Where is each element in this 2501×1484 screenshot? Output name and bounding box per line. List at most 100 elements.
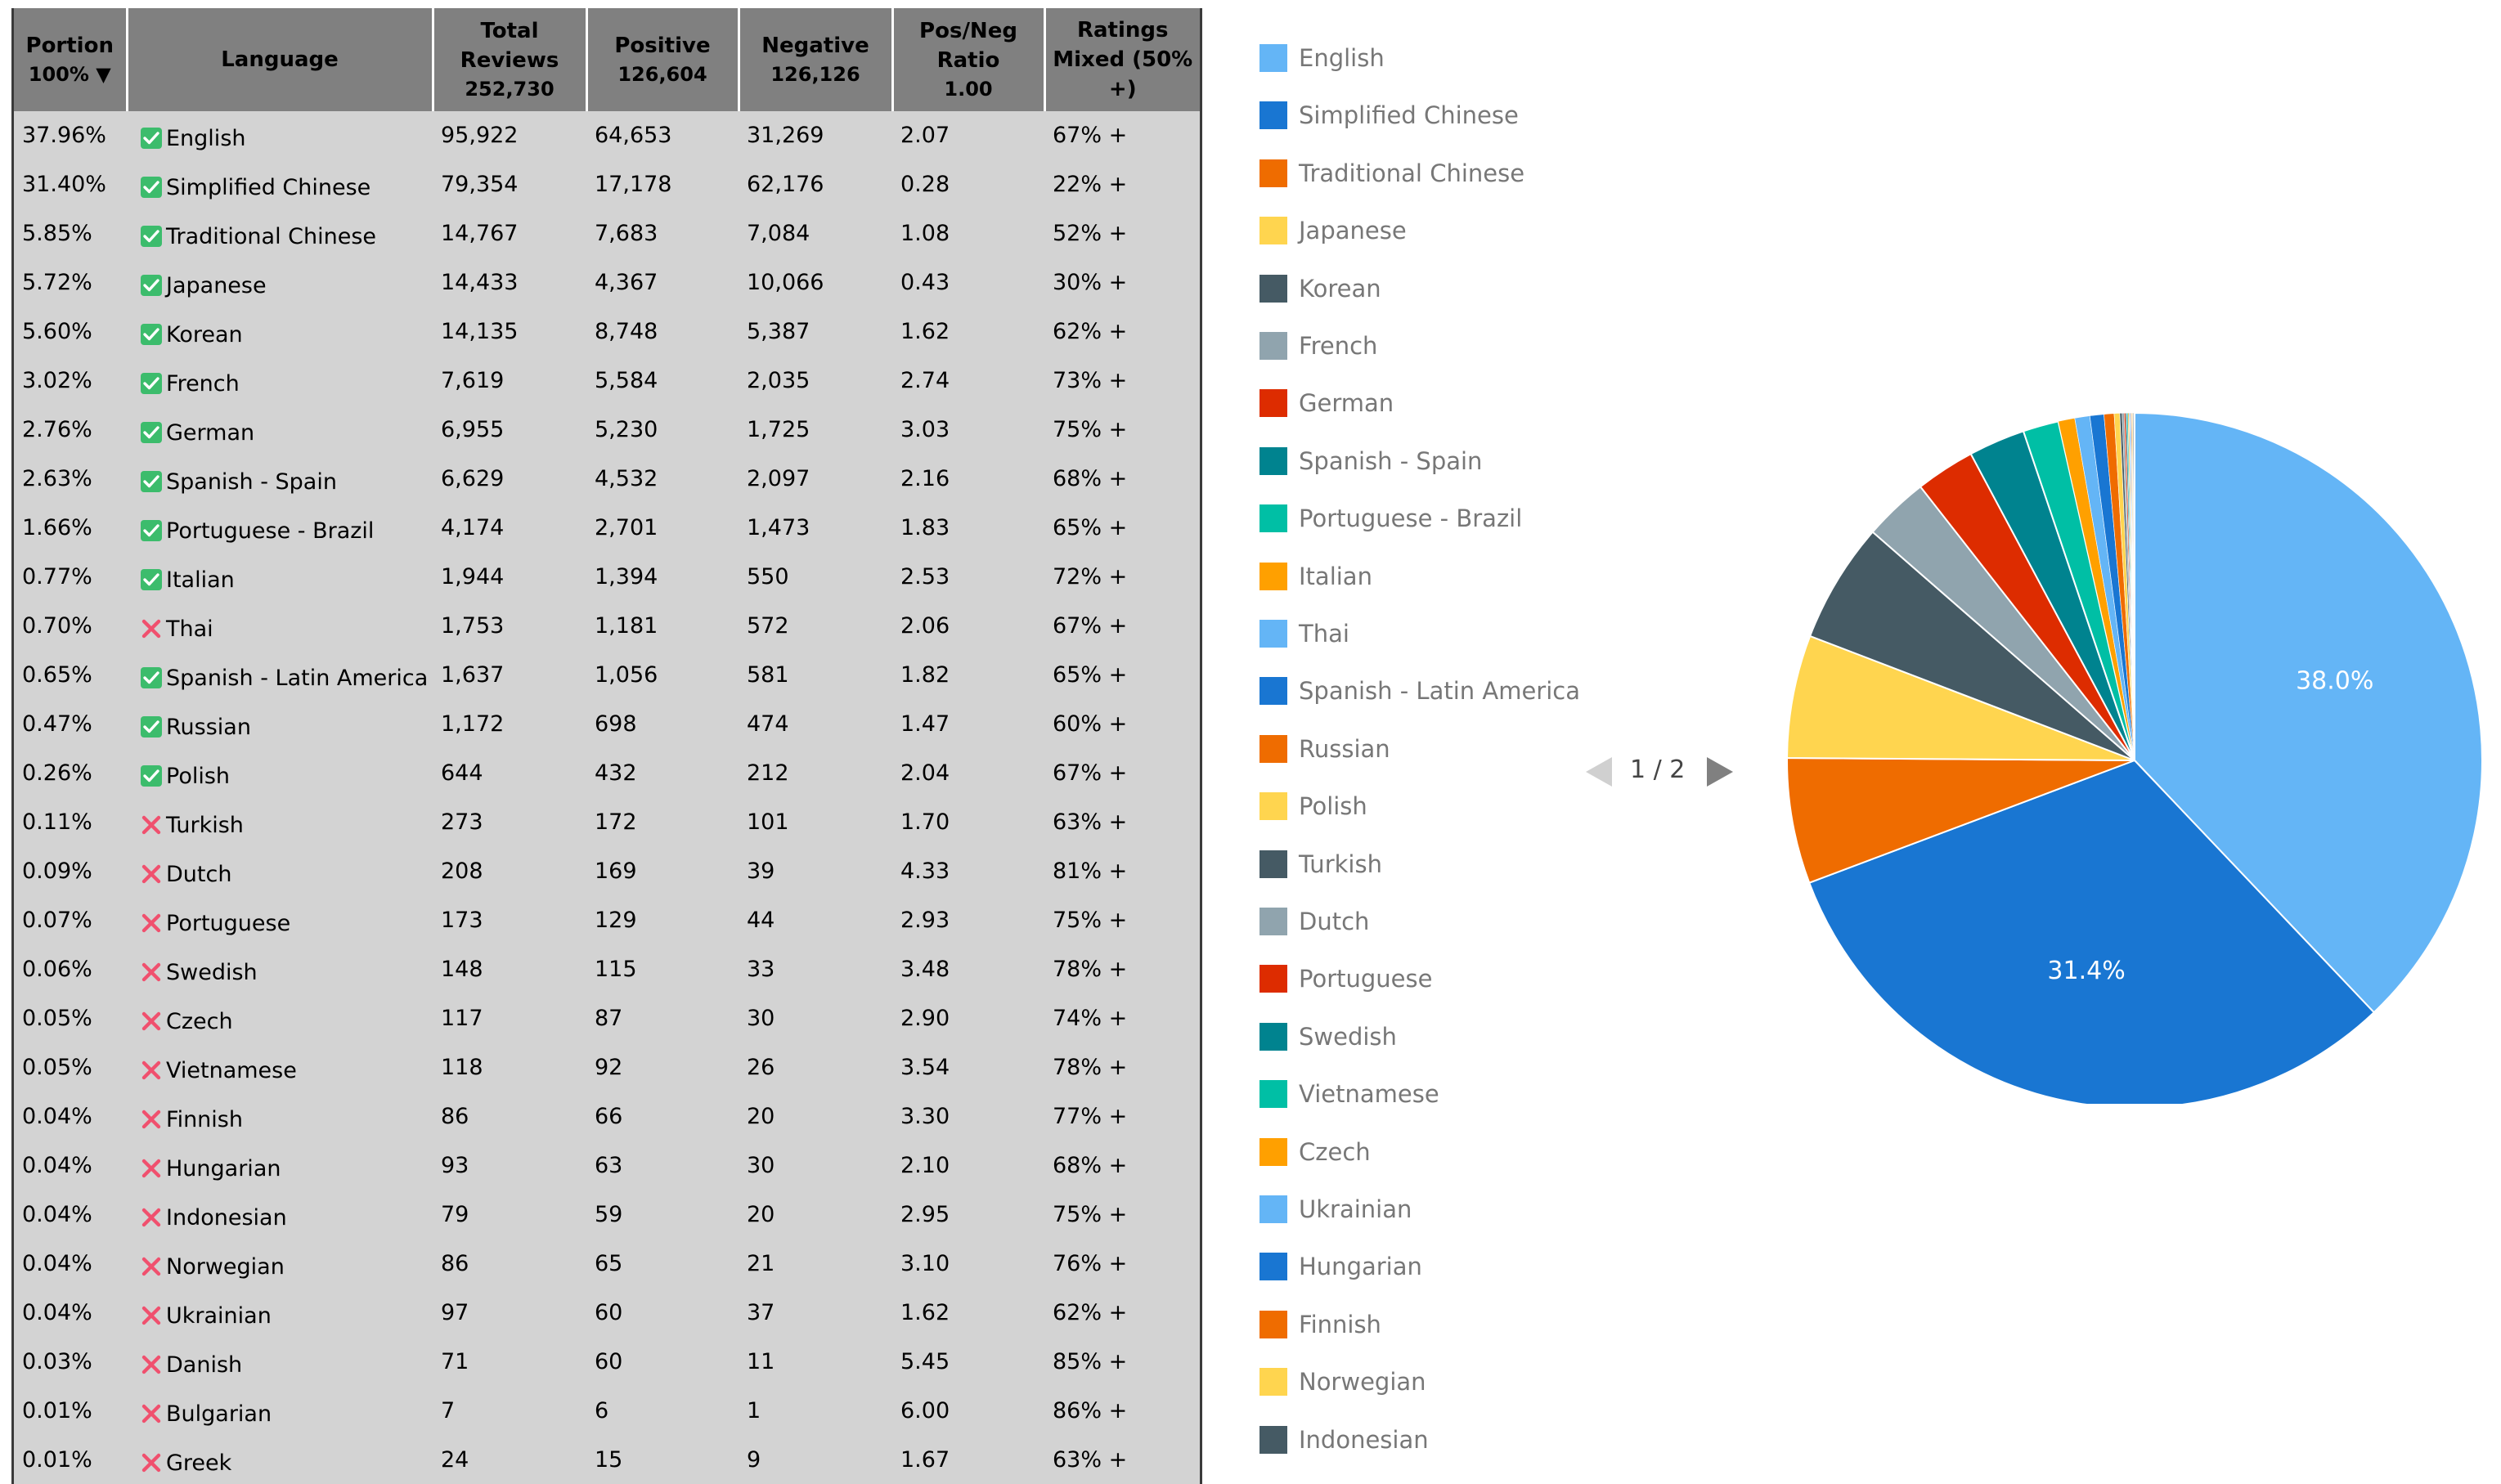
cell-language: German xyxy=(127,406,433,455)
pager-prev-icon[interactable] xyxy=(1583,754,1615,790)
cell-total: 93 xyxy=(441,1153,469,1178)
cell-ratio: 0.28 xyxy=(900,172,950,197)
cell-ratings: 67% + xyxy=(1053,123,1128,148)
header-language[interactable]: Language xyxy=(125,8,433,111)
header-positive[interactable]: Positive 126,604 xyxy=(585,8,739,111)
cell-ratio: 6.00 xyxy=(900,1398,950,1423)
language-name: Vietnamese xyxy=(166,1058,297,1083)
legend-swatch xyxy=(1259,1425,1287,1454)
cell-language: Czech xyxy=(127,994,433,1043)
legend-label: Indonesian xyxy=(1299,1425,1429,1454)
cell-language: Portuguese - Brazil xyxy=(127,504,433,553)
header-pos-neg-ratio[interactable]: Pos/Neg Ratio 1.00 xyxy=(891,8,1044,111)
pager-next-icon[interactable] xyxy=(1704,754,1736,790)
cell-language: Greek xyxy=(127,1436,433,1484)
header-ratings[interactable]: Ratings Mixed (50% +) xyxy=(1043,8,1200,111)
cell-ratings: 63% + xyxy=(1053,1447,1128,1473)
cross-icon xyxy=(141,1257,161,1276)
header-negative[interactable]: Negative 126,126 xyxy=(737,8,892,111)
cell-portion: 0.06% xyxy=(22,957,92,982)
cell-portion: 5.60% xyxy=(22,319,92,344)
header-portion[interactable]: Portion 100% ▼ xyxy=(14,8,127,111)
legend-label: Korean xyxy=(1299,274,1381,303)
checkmark-icon xyxy=(141,128,162,149)
table-row: 0.26% Polish 644 432 212 2.04 67% + xyxy=(14,749,1200,798)
legend-label: Thai xyxy=(1299,620,1349,648)
cell-portion: 0.05% xyxy=(22,1055,92,1080)
language-name: Spanish - Spain xyxy=(166,469,337,495)
table-row: 31.40% Simplified Chinese 79,354 17,178 62,1… xyxy=(14,160,1200,209)
cell-portion: 0.04% xyxy=(22,1153,92,1178)
cell-ratings: 65% + xyxy=(1053,515,1128,540)
legend-label: Simplified Chinese xyxy=(1299,101,1519,130)
cell-positive: 5,584 xyxy=(595,368,658,393)
language-name: Thai xyxy=(166,616,213,642)
cross-icon xyxy=(141,1011,161,1031)
cell-portion: 0.09% xyxy=(22,859,92,884)
cell-total: 273 xyxy=(441,809,483,835)
pie-slice[interactable] xyxy=(1808,531,2135,761)
checkmark-icon xyxy=(141,324,162,345)
table-row: 1.66% Portuguese - Brazil 4,174 2,701 1,473 1… xyxy=(14,504,1200,553)
table-row: 0.11% Turkish 273 172 101 1.70 63% + xyxy=(14,798,1200,847)
cross-icon xyxy=(141,1453,161,1473)
cell-language: Finnish xyxy=(127,1092,433,1141)
language-name: Indonesian xyxy=(166,1205,287,1231)
cell-ratio: 2.95 xyxy=(900,1202,950,1227)
table-row: 0.04% Norwegian 86 65 21 3.10 76% + xyxy=(14,1240,1200,1289)
cell-negative: 1 xyxy=(747,1398,761,1423)
cell-ratio: 1.83 xyxy=(900,515,950,540)
legend-swatch xyxy=(1259,562,1287,590)
pie-slice[interactable] xyxy=(1786,756,2135,885)
cell-language: English xyxy=(127,111,433,160)
cell-total: 79 xyxy=(441,1202,469,1227)
cell-ratings: 72% + xyxy=(1053,564,1128,590)
cross-icon xyxy=(141,962,161,982)
cell-ratings: 62% + xyxy=(1053,319,1128,344)
cell-total: 86 xyxy=(441,1104,469,1129)
legend-swatch xyxy=(1259,1310,1287,1338)
cell-portion: 0.04% xyxy=(22,1251,92,1276)
language-name: Japanese xyxy=(166,273,267,298)
language-name: English xyxy=(166,126,246,151)
table-row: 0.07% Portuguese 173 129 44 2.93 75% + xyxy=(14,896,1200,945)
legend-label: Ukrainian xyxy=(1299,1195,1412,1223)
cell-ratio: 1.70 xyxy=(900,809,950,835)
cell-ratio: 2.10 xyxy=(900,1153,950,1178)
reviews-table: Portion 100% ▼ Language Total Reviews 252,… xyxy=(14,8,1200,1484)
table-row: 2.63% Spanish - Spain 6,629 4,532 2,097 2.16 6… xyxy=(14,455,1200,504)
legend-label: English xyxy=(1299,44,1385,72)
cell-ratio: 1.62 xyxy=(900,1300,950,1325)
cell-negative: 11 xyxy=(747,1349,775,1374)
cell-portion: 0.11% xyxy=(22,809,92,835)
cell-ratio: 3.48 xyxy=(900,957,950,982)
cell-portion: 0.65% xyxy=(22,662,92,688)
cell-portion: 37.96% xyxy=(22,123,106,148)
cell-positive: 698 xyxy=(595,711,637,737)
cell-negative: 550 xyxy=(747,564,789,590)
cell-ratings: 63% + xyxy=(1053,809,1128,835)
legend-swatch xyxy=(1259,908,1287,935)
cell-language: Vietnamese xyxy=(127,1043,433,1092)
table-body: 37.96% English 95,922 64,653 31,269 2.07 67% +… xyxy=(14,111,1200,1484)
language-name: Turkish xyxy=(166,813,244,838)
cell-language: Simplified Chinese xyxy=(127,160,433,209)
cell-positive: 8,748 xyxy=(595,319,658,344)
header-total-reviews[interactable]: Total Reviews 252,730 xyxy=(431,8,586,111)
language-name: Finnish xyxy=(166,1107,243,1132)
language-name: Danish xyxy=(166,1352,243,1378)
cell-portion: 0.26% xyxy=(22,760,92,786)
cell-negative: 62,176 xyxy=(747,172,824,197)
cell-total: 208 xyxy=(441,859,483,884)
cell-total: 97 xyxy=(441,1300,469,1325)
pie-slice[interactable] xyxy=(1807,759,2376,1104)
legend-label: Norwegian xyxy=(1299,1368,1426,1397)
cell-ratio: 3.30 xyxy=(900,1104,950,1129)
pie-slice[interactable] xyxy=(1786,634,2135,761)
cell-ratings: 78% + xyxy=(1053,957,1128,982)
pie-slice[interactable] xyxy=(2134,411,2483,1014)
cell-language: Indonesian xyxy=(127,1190,433,1240)
legend-label: Vietnamese xyxy=(1299,1080,1439,1109)
cell-positive: 7,683 xyxy=(595,221,658,246)
language-name: Dutch xyxy=(166,862,232,887)
